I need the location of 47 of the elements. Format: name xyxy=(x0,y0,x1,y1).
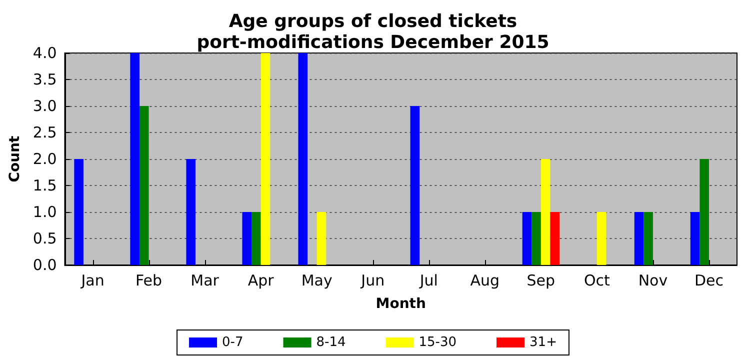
x-tick-label: Jun xyxy=(360,272,385,290)
x-tick-label: Feb xyxy=(136,272,162,290)
bar xyxy=(700,159,709,265)
bar xyxy=(130,53,140,265)
y-tick-label: 4.0 xyxy=(32,44,57,62)
bar xyxy=(540,159,550,265)
bar xyxy=(522,212,532,265)
bar xyxy=(260,53,270,265)
x-axis-title: Month xyxy=(376,296,426,312)
bar xyxy=(139,106,149,265)
x-tick-label: Nov xyxy=(638,272,668,290)
bar xyxy=(186,159,196,265)
x-tick-label: May xyxy=(301,272,332,290)
bar xyxy=(644,212,653,265)
y-tick-label: 0.0 xyxy=(32,256,57,274)
bar xyxy=(252,212,261,265)
x-tick-label: Jan xyxy=(80,272,104,290)
bar xyxy=(634,212,644,265)
bar xyxy=(550,212,560,265)
bar xyxy=(690,212,700,265)
legend-label: 31+ xyxy=(530,335,557,350)
x-tick-label: Apr xyxy=(248,272,275,290)
y-tick-label: 3.0 xyxy=(32,97,57,115)
x-tick-label: Sep xyxy=(526,272,556,290)
y-tick-label: 2.0 xyxy=(32,150,57,168)
x-tick-label: Jul xyxy=(418,272,438,290)
bar xyxy=(242,212,252,265)
y-tick-label: 3.5 xyxy=(32,70,57,88)
bar xyxy=(298,53,308,265)
x-tick-label: Oct xyxy=(584,272,610,290)
legend-label: 8-14 xyxy=(316,335,346,350)
legend-label: 0-7 xyxy=(222,335,244,350)
bar xyxy=(410,106,420,265)
y-tick-label: 1.0 xyxy=(32,203,57,221)
bar xyxy=(596,212,606,265)
y-tick-label: 2.5 xyxy=(32,124,57,142)
bar xyxy=(532,212,541,265)
y-axis-title: Count xyxy=(7,135,23,182)
legend-label: 15-30 xyxy=(418,335,457,350)
y-tick-label: 1.5 xyxy=(32,176,57,194)
chart-title: Age groups of closed tickets port-modifications December 2015 xyxy=(196,11,550,53)
bar xyxy=(316,212,326,265)
x-tick-label: Mar xyxy=(190,272,220,290)
y-tick-label: 0.5 xyxy=(32,230,57,248)
bar xyxy=(74,159,84,265)
x-tick-label: Dec xyxy=(694,272,724,290)
x-tick-label: Aug xyxy=(470,272,500,290)
